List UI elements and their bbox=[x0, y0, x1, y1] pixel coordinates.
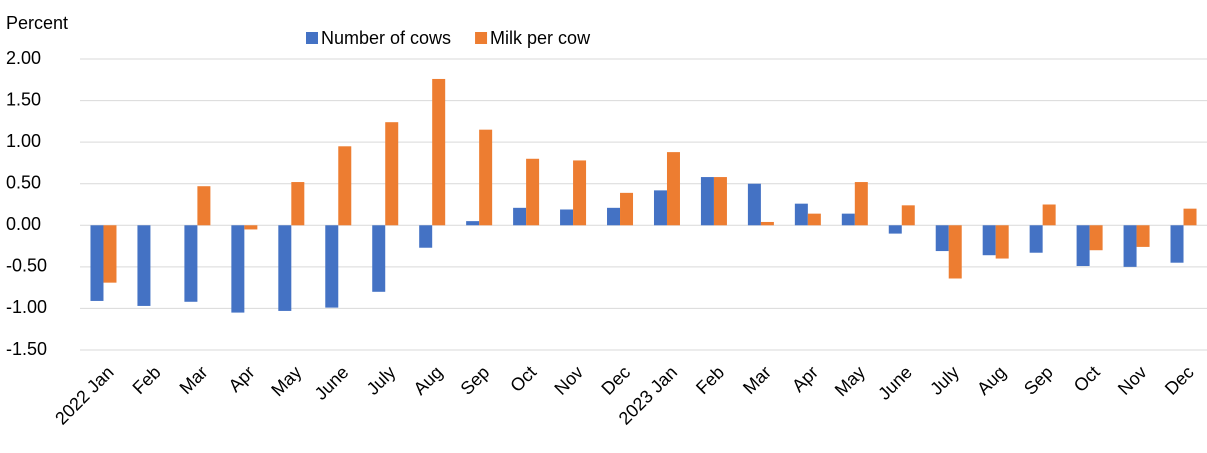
bar bbox=[526, 158, 540, 226]
bar bbox=[1170, 225, 1184, 263]
bar bbox=[607, 207, 621, 226]
x-tick-label: July bbox=[363, 362, 400, 399]
bar bbox=[747, 183, 761, 226]
x-tick-label: June bbox=[874, 362, 916, 404]
y-tick-label: -0.50 bbox=[6, 256, 47, 276]
bar bbox=[184, 225, 198, 302]
x-tick-label: Sep bbox=[1020, 362, 1057, 399]
bar bbox=[244, 225, 258, 230]
bar bbox=[1029, 225, 1043, 253]
bar bbox=[231, 225, 245, 313]
x-tick-label: Mar bbox=[739, 362, 775, 398]
bar bbox=[760, 221, 774, 226]
bar bbox=[466, 221, 480, 226]
x-tick-label: Mar bbox=[176, 362, 212, 398]
bar bbox=[103, 225, 117, 283]
y-tick-label: 1.00 bbox=[6, 131, 41, 151]
bar bbox=[854, 182, 868, 226]
y-axis-label: Percent bbox=[6, 13, 68, 33]
bar bbox=[935, 225, 949, 252]
x-tick-label: July bbox=[926, 362, 963, 399]
legend-label: Milk per cow bbox=[490, 28, 591, 48]
bar bbox=[291, 182, 305, 226]
bar bbox=[713, 177, 727, 226]
bar bbox=[841, 213, 855, 226]
bar bbox=[560, 209, 574, 226]
legend-swatch bbox=[306, 32, 318, 44]
x-tick-label: Apr bbox=[788, 362, 822, 396]
bar bbox=[901, 205, 915, 226]
x-tick-label: May bbox=[267, 362, 305, 400]
x-tick-label: May bbox=[831, 362, 869, 400]
x-tick-label: Aug bbox=[410, 362, 447, 399]
bar bbox=[1123, 225, 1137, 267]
y-tick-label: 1.50 bbox=[6, 89, 41, 109]
bar bbox=[995, 225, 1009, 259]
bar bbox=[807, 213, 821, 226]
x-tick-label: Aug bbox=[973, 362, 1010, 399]
x-tick-label: Oct bbox=[506, 362, 540, 396]
bar bbox=[197, 186, 211, 226]
bar bbox=[1136, 225, 1150, 247]
bar bbox=[479, 129, 493, 226]
bar bbox=[432, 78, 446, 226]
x-tick-label: Apr bbox=[225, 362, 259, 396]
bar bbox=[513, 207, 527, 226]
bar bbox=[700, 177, 714, 226]
bar bbox=[338, 146, 352, 226]
bar bbox=[620, 192, 634, 226]
bar bbox=[982, 225, 996, 256]
bar bbox=[372, 225, 386, 292]
bar bbox=[90, 225, 104, 301]
bar bbox=[1183, 208, 1197, 226]
x-tick-label: 2022 Jan bbox=[51, 362, 118, 429]
bar bbox=[419, 225, 433, 248]
x-tick-label: Feb bbox=[692, 362, 728, 398]
x-tick-label: Feb bbox=[129, 362, 165, 398]
bar bbox=[1042, 204, 1056, 226]
y-tick-label: -1.50 bbox=[6, 339, 47, 359]
x-tick-label: Dec bbox=[597, 362, 634, 399]
bar bbox=[385, 122, 399, 226]
legend-label: Number of cows bbox=[321, 28, 451, 48]
bar bbox=[573, 160, 587, 226]
x-tick-label: June bbox=[311, 362, 353, 404]
x-tick-label: Oct bbox=[1070, 362, 1104, 396]
y-tick-label: -1.00 bbox=[6, 297, 47, 317]
bar bbox=[137, 225, 151, 306]
x-tick-label: Nov bbox=[1114, 362, 1151, 399]
bar bbox=[888, 225, 902, 234]
y-tick-label: 0.00 bbox=[6, 214, 41, 234]
bar bbox=[948, 225, 962, 279]
y-tick-label: 2.00 bbox=[6, 48, 41, 68]
bar bbox=[1089, 225, 1103, 251]
legend-swatch bbox=[475, 32, 488, 44]
bar bbox=[794, 203, 808, 226]
bar bbox=[1076, 225, 1090, 267]
x-tick-label: Dec bbox=[1161, 362, 1198, 399]
y-tick-label: 0.50 bbox=[6, 172, 41, 192]
x-tick-label: Nov bbox=[550, 362, 587, 399]
bar bbox=[325, 225, 339, 308]
bar bbox=[653, 190, 667, 226]
bar bbox=[278, 225, 292, 311]
x-tick-label: Sep bbox=[457, 362, 494, 399]
bar bbox=[666, 152, 680, 226]
